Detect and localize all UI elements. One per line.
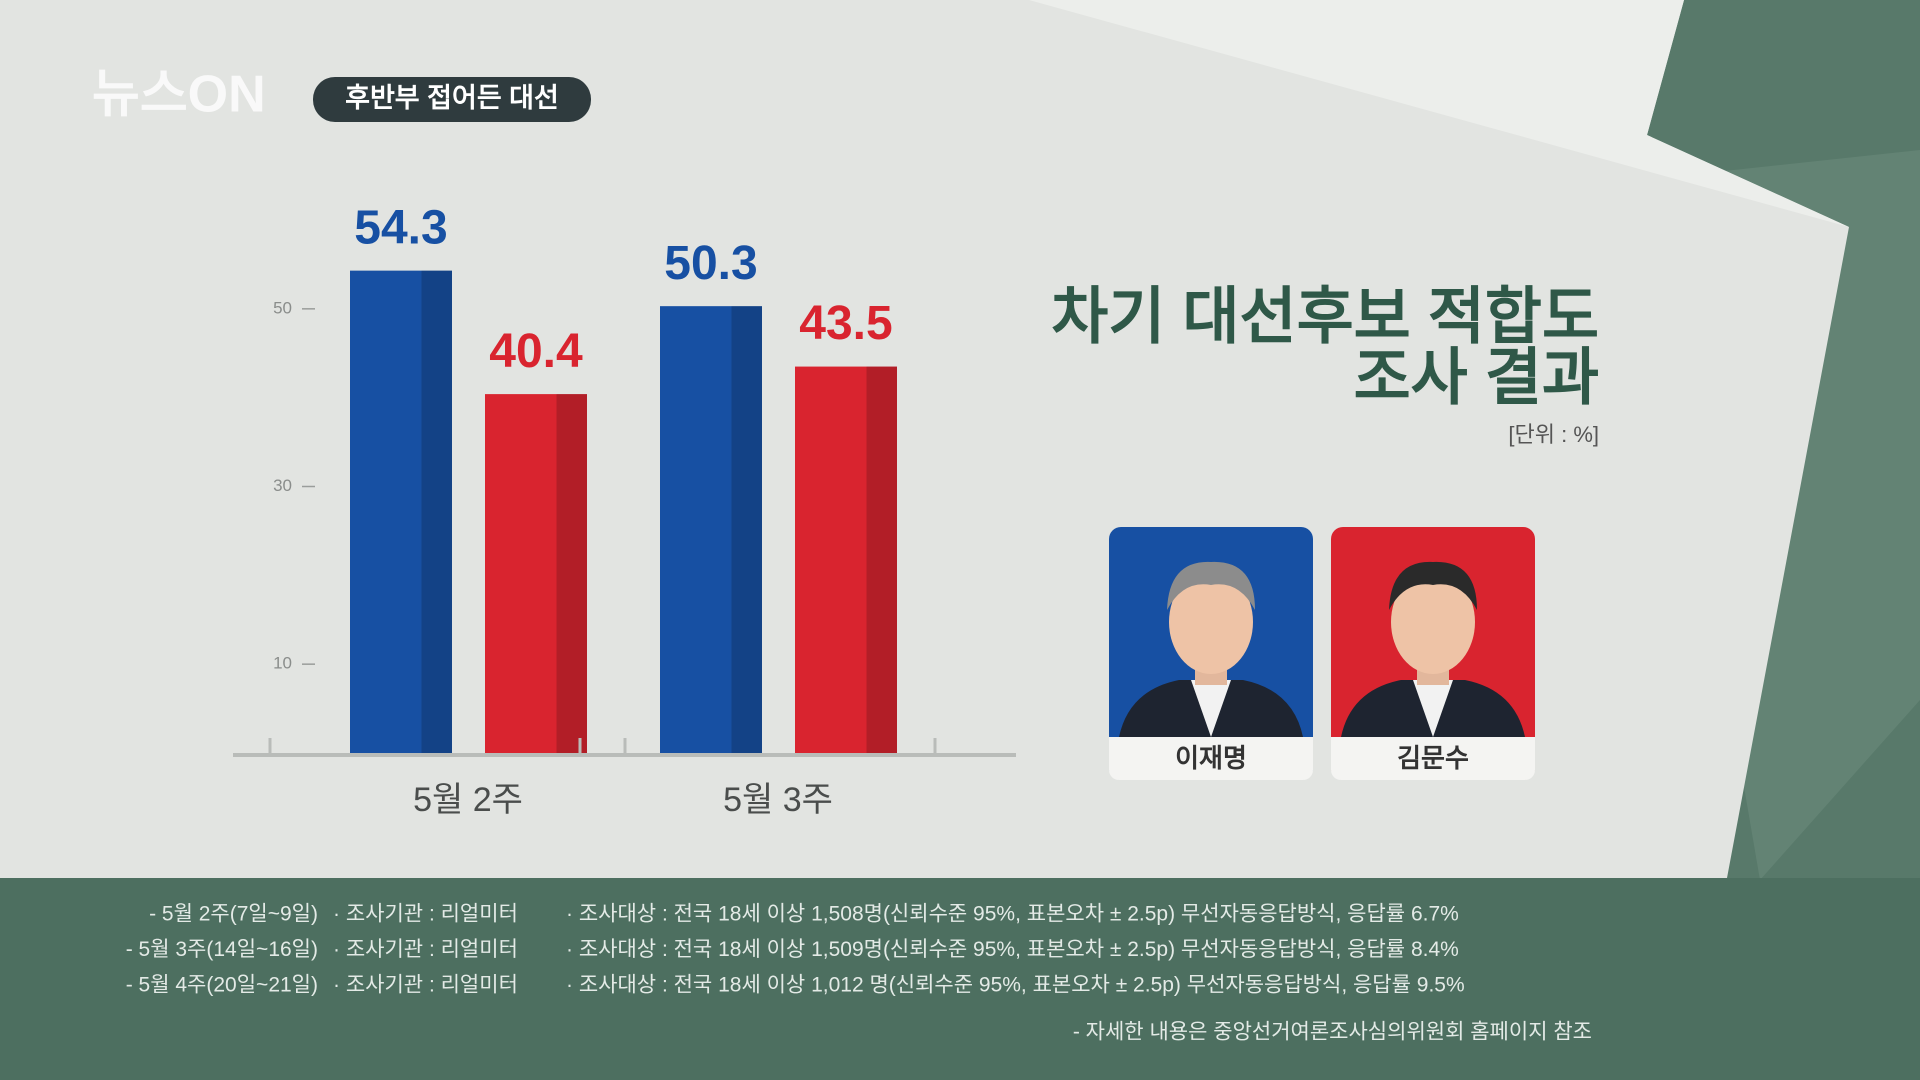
note-agency: · 조사기관 : 리얼미터 [333, 974, 518, 997]
x-tick-label: 5월 2주 [413, 781, 523, 819]
portrait-hair [1167, 561, 1255, 610]
value-label: 43.5 [799, 297, 892, 350]
bar-shade [350, 270, 452, 753]
footer-band [0, 878, 1920, 1080]
note-target: · 조사대상 : 전국 18세 이상 1,508명(신뢰수준 95%, 표본오차… [566, 903, 1459, 926]
paper-fold [1029, 0, 1849, 227]
note-target: · 조사대상 : 전국 18세 이상 1,012 명(신뢰수준 95%, 표본오… [566, 974, 1465, 997]
note-period: - 5월 4주(20일~21일) [126, 974, 318, 997]
card-strip-top [1331, 737, 1535, 749]
y-tick-label: 10 [273, 654, 292, 673]
legend-label: 이재명 [1175, 743, 1247, 773]
brand-logo: 뉴스ON [92, 66, 266, 124]
badge-pill [313, 77, 591, 122]
legend-label: 김문수 [1397, 743, 1469, 773]
note-agency: · 조사기관 : 리얼미터 [333, 903, 518, 926]
note-period: - 5월 2주(7일~9일) [149, 903, 318, 926]
portrait-hair [1389, 561, 1477, 610]
unit-label: [단위 : %] [1508, 422, 1599, 447]
note-agency: · 조사기관 : 리얼미터 [333, 938, 518, 961]
portrait-face [1169, 570, 1253, 674]
value-label: 50.3 [664, 237, 757, 290]
source-note: - 자세한 내용은 중앙선거여론조사심의위원회 홈페이지 참조 [1073, 1021, 1592, 1044]
legend-card: 김문수 [1331, 527, 1535, 780]
value-label: 54.3 [354, 201, 447, 254]
portrait-shirt [1191, 680, 1231, 737]
portrait-shirt [1413, 680, 1453, 737]
legend-card: 이재명 [1109, 527, 1313, 780]
note-period: - 5월 3주(14일~16일) [126, 938, 318, 961]
chart-title: 차기 대선후보 적합도 [1051, 282, 1599, 351]
bar-shade [795, 366, 897, 753]
bar-shade [485, 394, 587, 753]
note-target: · 조사대상 : 전국 18세 이상 1,509명(신뢰수준 95%, 표본오차… [566, 938, 1459, 961]
bar-shade [660, 306, 762, 753]
card-strip-top [1109, 737, 1313, 749]
badge-text: 후반부 접어든 대선 [345, 83, 559, 113]
x-tick-label: 5월 3주 [723, 781, 833, 819]
y-tick-label: 30 [273, 476, 292, 495]
y-tick-label: 50 [273, 298, 292, 317]
chart-title: 조사 결과 [1354, 343, 1599, 412]
portrait-face [1391, 570, 1475, 674]
value-label: 40.4 [489, 325, 583, 378]
